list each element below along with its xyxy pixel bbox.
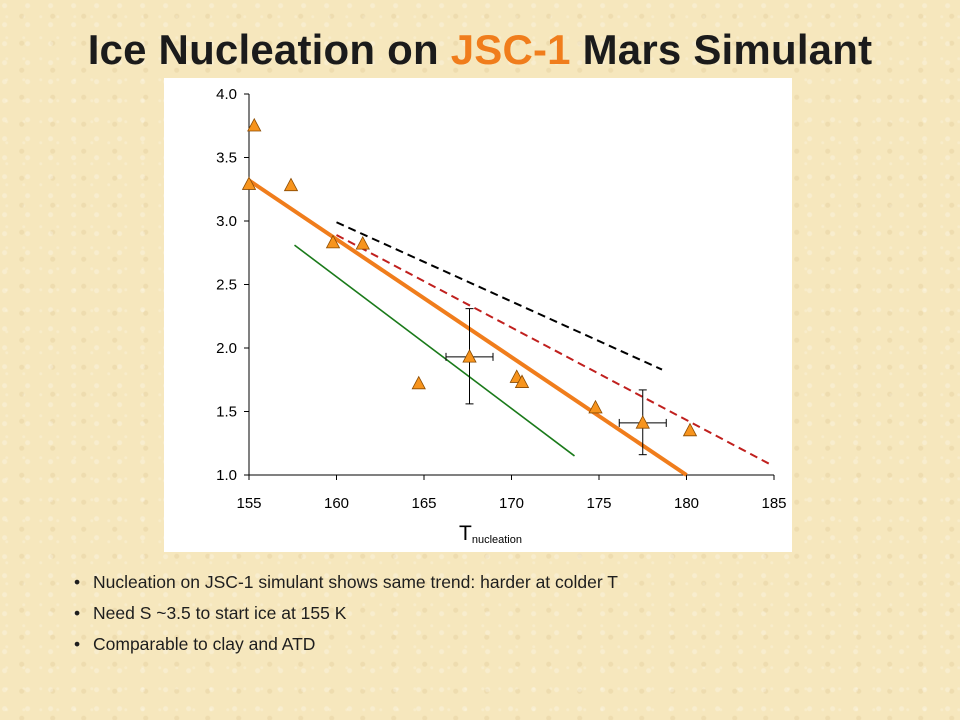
y-tick-label: 2.5	[216, 277, 237, 294]
title-accent: JSC-1	[450, 26, 571, 73]
data-point	[588, 399, 603, 414]
data-point	[247, 117, 262, 132]
bullet-text: Need S ~3.5 to start ice at 155 K	[93, 603, 347, 623]
data-point	[325, 234, 341, 249]
series-line	[336, 221, 663, 371]
bullet-dot: •	[74, 634, 81, 654]
x-tick-label: 175	[586, 495, 611, 512]
data-point	[462, 349, 477, 363]
x-tick-label: 185	[761, 495, 786, 512]
x-tick-label: 170	[499, 495, 524, 512]
y-tick-label: 3.0	[216, 213, 237, 230]
title-text-pre: Ice Nucleation on	[87, 26, 451, 73]
data-point	[682, 422, 698, 437]
y-tick-label: 1.5	[216, 404, 237, 421]
data-point	[514, 374, 530, 388]
chart-panel: 155 160 165 170 175 180 185 1.0 1.5 2.0 2.5 3.0 3.5 4…	[164, 78, 792, 552]
y-tick-label: 3.5	[216, 150, 237, 167]
bullet-list: • Nucleation on JSC-1 simulant shows same…	[74, 572, 618, 665]
x-tick-label: 180	[674, 495, 699, 512]
bullet-item: • Nucleation on JSC-1 simulant shows same…	[74, 572, 618, 592]
x-tick-label: 155	[236, 495, 261, 512]
bullet-dot: •	[74, 572, 81, 592]
data-point	[355, 236, 370, 250]
bullet-dot: •	[74, 603, 81, 623]
x-tick-label: 165	[411, 495, 436, 512]
data-point	[411, 375, 426, 390]
bullet-item: • Comparable to clay and ATD	[74, 634, 618, 654]
x-tick-label: 160	[324, 495, 349, 512]
series-line	[336, 234, 770, 465]
title-text-post: Mars Simulant	[570, 26, 873, 73]
y-tick-label: 2.0	[216, 340, 237, 357]
bullet-text: Comparable to clay and ATD	[93, 634, 316, 654]
y-tick-label: 1.0	[216, 467, 237, 484]
data-point	[283, 177, 299, 192]
slide-title: Ice Nucleation on JSC-1 Mars Simulant	[0, 26, 960, 74]
series-line	[247, 178, 688, 477]
x-axis-label: Tnucleation	[459, 522, 522, 546]
data-point	[241, 176, 257, 190]
data-point	[635, 415, 650, 429]
series-line	[294, 244, 575, 457]
y-tick-label: 4.0	[216, 86, 237, 103]
scatter-chart: 155 160 165 170 175 180 185 1.0 1.5 2.0 2.5 3.0 3.5 4…	[216, 86, 786, 546]
bullet-text: Nucleation on JSC-1 simulant shows same …	[93, 572, 618, 592]
bullet-item: • Need S ~3.5 to start ice at 155 K	[74, 603, 618, 623]
